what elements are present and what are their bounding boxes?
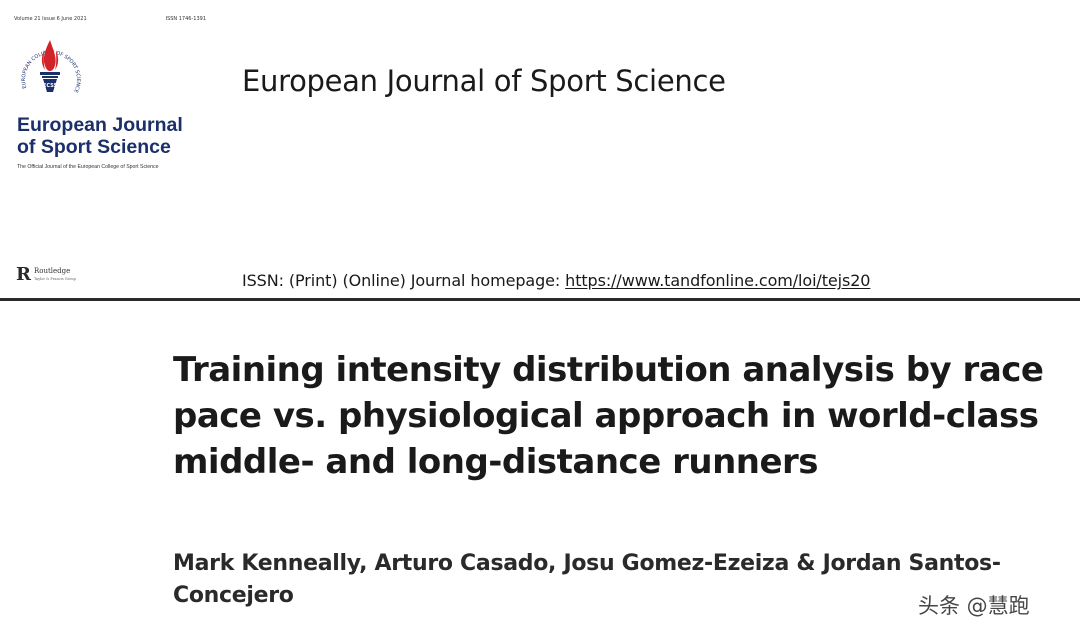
publisher-name-block: Routledge Taylor & Francis Group <box>34 267 76 283</box>
issn-prefix: ISSN: (Print) (Online) Journal homepage: <box>242 271 566 290</box>
cover-tagline: The Official Journal of the European Col… <box>17 164 159 170</box>
cover-title: European Journal of Sport Science <box>17 114 217 158</box>
publisher-sub: Taylor & Francis Group <box>33 277 76 281</box>
article-authors: Mark Kenneally, Arturo Casado, Josu Gome… <box>173 548 1073 612</box>
ecss-logo-icon: EUROPEAN COLLEGE OF SPORT SCIENCE ECSS <box>21 40 81 94</box>
issn-line: ISSN: (Print) (Online) Journal homepage:… <box>242 271 870 290</box>
logo-text: ECSS <box>43 83 58 89</box>
journal-cover: Volume 21 Issue 6 June 2021 ISSN 1746-13… <box>10 14 210 184</box>
publisher-name: Routledge <box>33 267 71 275</box>
journal-title: European Journal of Sport Science <box>242 64 726 98</box>
article-title-line: middle- and long-distance runners <box>173 442 819 482</box>
journal-homepage-link[interactable]: https://www.tandfonline.com/loi/tejs20 <box>565 271 871 290</box>
article-title-line: Training intensity distribution analysis… <box>173 350 1044 390</box>
watermark: 头条 @慧跑 <box>918 594 1030 618</box>
cover-issn: ISSN 1746-1391 <box>165 16 206 22</box>
cover-volume: Volume 21 Issue 6 June 2021 <box>14 16 87 22</box>
article-title: Training intensity distribution analysis… <box>173 347 1073 485</box>
authors-line: Mark Kenneally, Arturo Casado, Josu Gome… <box>173 551 1001 576</box>
authors-line: Concejero <box>173 583 294 608</box>
publisher-logo: R Routledge Taylor & Francis Group <box>16 266 76 284</box>
header-divider <box>0 298 1080 301</box>
routledge-r-icon: R <box>16 264 31 285</box>
article-title-line: pace vs. physiological approach in world… <box>173 396 1039 436</box>
cover-title-line1: European Journal <box>17 114 183 136</box>
cover-title-line2: of Sport Science <box>17 136 171 158</box>
cover-meta: Volume 21 Issue 6 June 2021 ISSN 1746-13… <box>14 16 206 22</box>
